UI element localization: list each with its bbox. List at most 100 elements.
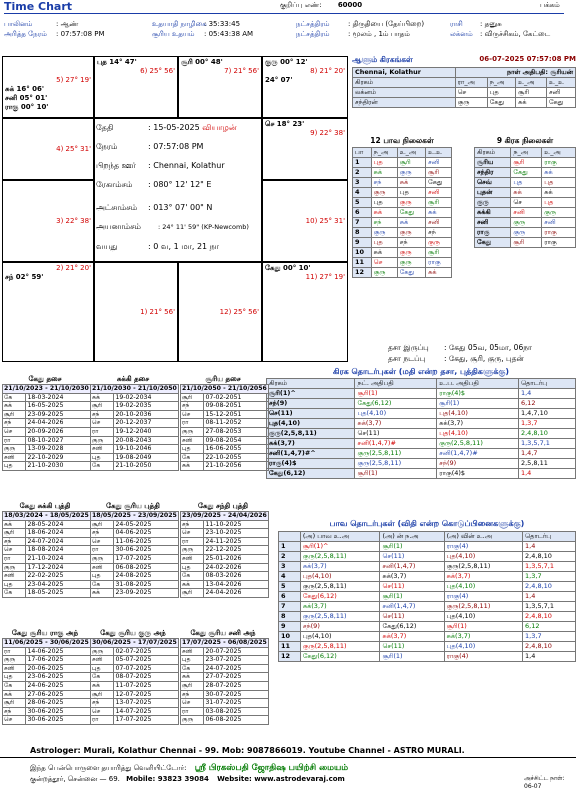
graha-cell: கேது (473, 237, 512, 248)
dasha-block: கேது சூரிய ராகு அந் 11/06/2025 - 30/06/20… (1, 628, 91, 725)
dasha-planet: சுக் (89, 680, 115, 691)
print-date: அச்சிட்ட நாள்: 06-07 (524, 775, 565, 789)
graha-col-header: கிரகம் (473, 147, 512, 158)
dasha-planet: ரா (179, 706, 205, 717)
dasha-planet: குரு (179, 426, 205, 437)
bhava-rel-cell: 2 (278, 551, 301, 562)
dasha-planet: குரு (179, 545, 205, 555)
rasi-cell-line: கேது 00° 10' (265, 264, 311, 272)
dasha-planet: சனி (89, 562, 115, 573)
bhava-rel-cell: சுக்(3,7) (443, 631, 524, 642)
dasha-planet: செ (89, 418, 115, 428)
rasi-center-panel: தேதி: 15-05-2025 வியாழன் நேரம்: 07:57:08… (96, 118, 262, 266)
dasha-row: சுக் 16-05-2025 (1, 401, 91, 411)
bhava-cell: சூரி (425, 247, 452, 258)
bhava-rel-cell: 7 (278, 601, 301, 612)
graha-rel-row: செ(11) புத(4,10) புத(4,10) 1,4,7,10 (265, 408, 576, 419)
dasha-planet: சுக் (179, 579, 205, 590)
dasha-row: சந் 24-07-2024 (1, 536, 91, 547)
bhava-rel-cell: சனி(1,4,7) (379, 561, 445, 572)
bhava-row: 5 புத குரு சூரி (352, 197, 452, 208)
bhava-rel-cell: புத(4,10) (443, 641, 524, 652)
dasha-row: புத 21-10-2030 (1, 461, 91, 471)
dasha-row: செ 30-06-2025 (1, 715, 91, 725)
dasha-row: செ 18-08-2024 (1, 545, 91, 555)
dasha-planet: சனி (1, 452, 27, 463)
dasha-date: 24-05-2025 (113, 519, 179, 530)
rasi-cell-line: 5) 27° 19' (56, 76, 91, 84)
aarudam-col-header: கிரகம் (352, 77, 456, 88)
bhava-rel-cell: குரு(2,5,8,11) (299, 551, 381, 562)
dasha-planet: ரா (89, 545, 115, 555)
bhava-rel-cell: கேது(6,12) (299, 591, 381, 602)
dasha-planet: செ (1, 426, 27, 437)
bhava-cell: குரு (396, 167, 427, 178)
dasha-date: 22-10-2055 (203, 452, 269, 463)
dasha-date: 07-02-2051 (203, 392, 269, 403)
bhava-rel-cell: 1,4 (522, 651, 576, 662)
dasha-row: சூரி 19-02-2035 (89, 401, 179, 411)
bhava-cell: 11 (352, 257, 372, 268)
graha-cell: புத (510, 177, 543, 188)
info-label: நட்சத்திரம் (296, 20, 330, 28)
dasha-row: செ 23-10-2025 (179, 528, 269, 538)
dasha-date: 19-02-2034 (113, 392, 179, 403)
dasha-date: 23-09-2025 (25, 409, 91, 420)
bhava-cell: சந் (425, 227, 452, 238)
graha-row: சனி குரு சனி (473, 217, 576, 228)
dasha-row: சூரி 24-04-2026 (179, 588, 269, 598)
dasha-date: 12-07-2025 (113, 689, 179, 700)
graha-cell: குரு (473, 197, 512, 208)
rasi-cell-line: 2) 21° 20' (56, 264, 91, 272)
graha-relations: கிரக தொடர்புகள் (மதி என்ற தசா, புத்திகளு… (265, 367, 576, 479)
bhava-cell: குரு (396, 247, 427, 258)
bhava-rel-row: 11 குரு(2,5,8,11) செ(11) புத(4,10) 2,4,8,10 (278, 641, 576, 652)
rasi-house-c1: 5) 27° 19' சுக் 16° 06' சனி 05° 01' ராகு 00… (2, 56, 94, 118)
bhava-cell: சந் (370, 177, 398, 188)
dasha-date: 24-07-2025 (203, 663, 269, 674)
bhava-cell: சூரி (425, 167, 452, 178)
bhava-rel-cell: புத(4,10) (443, 551, 524, 562)
bhava-rel-cell: புத(4,10) (443, 611, 524, 622)
dasha-range: 21/10/2030 - 21/10/2050 (90, 384, 179, 394)
dasha-planet: செ (1, 545, 27, 555)
dasha-date: 21-10-2056 (203, 461, 269, 471)
dasha-row: சூரி 18-06-2024 (1, 528, 91, 538)
graha-rel-cell: குரு(2,5,8,11) (265, 428, 356, 439)
graha-rel-cell: செ(11) (354, 428, 438, 439)
dasha-planet: ரா (179, 536, 205, 547)
bhava-rel-cell: ராகு(4) (443, 651, 524, 662)
dasha-title: கேது சூரிய குரு அந் (100, 629, 166, 637)
dasha-title: கேது சூரிய புத்தி (106, 502, 160, 510)
aarudam-col-header: ரா_அ (454, 77, 488, 88)
bhava-rel-cell: 1 (278, 541, 301, 552)
dasha-row: ரா 30-06-2025 (89, 545, 179, 555)
bhava-rel-cell: சூரி(1)^ (299, 541, 381, 552)
dasha-row: ரா 17-07-2025 (89, 715, 179, 725)
aarudam-cell: கேது (486, 97, 517, 108)
dasha-date: 22-12-2025 (203, 545, 269, 555)
graha-rel-cell: சுக்(3,7) (354, 418, 438, 429)
dasha-row: செ 20-12-2037 (89, 418, 179, 428)
bhava-rel-cell: குரு(2,5,8,11) (443, 561, 524, 572)
dasha-row: சுக் 28-05-2024 (1, 519, 91, 530)
bhava-row: 6 சுக் கேது சுக் (352, 207, 452, 218)
dasha-planet: செ (179, 528, 205, 538)
bhava-rel-cell: சனி(1,4,7) (379, 601, 445, 612)
bhava-cell: குரு (425, 237, 452, 248)
dasha-planet: புத (1, 672, 27, 682)
dasha-date: 03-08-2025 (203, 706, 269, 717)
dasha-row: புத 23-07-2025 (179, 655, 269, 665)
dasha-planet: சுக் (89, 392, 115, 403)
bhava-rel-cell: சந்(9) (299, 621, 381, 632)
dasha-date: 24-06-2025 (25, 680, 91, 691)
dasha-row: புத 24-08-2025 (89, 571, 179, 581)
website-link[interactable]: Website: www.astrodevaraj.com (217, 775, 345, 783)
dasha-planet: செ (89, 536, 115, 547)
bhava-rel-cell: செ(11) (379, 611, 445, 622)
dasha-date: 17-07-2025 (113, 553, 179, 564)
dasha-planet: சந் (179, 401, 205, 411)
bhava-rel-row: 5 குரு(2,5,8,11) செ(11) புத(4,10) 2,4,8,10 (278, 581, 576, 592)
dasha-row: கே 18-05-2025 (1, 588, 91, 598)
dasha-date: 20-08-2043 (113, 435, 179, 446)
